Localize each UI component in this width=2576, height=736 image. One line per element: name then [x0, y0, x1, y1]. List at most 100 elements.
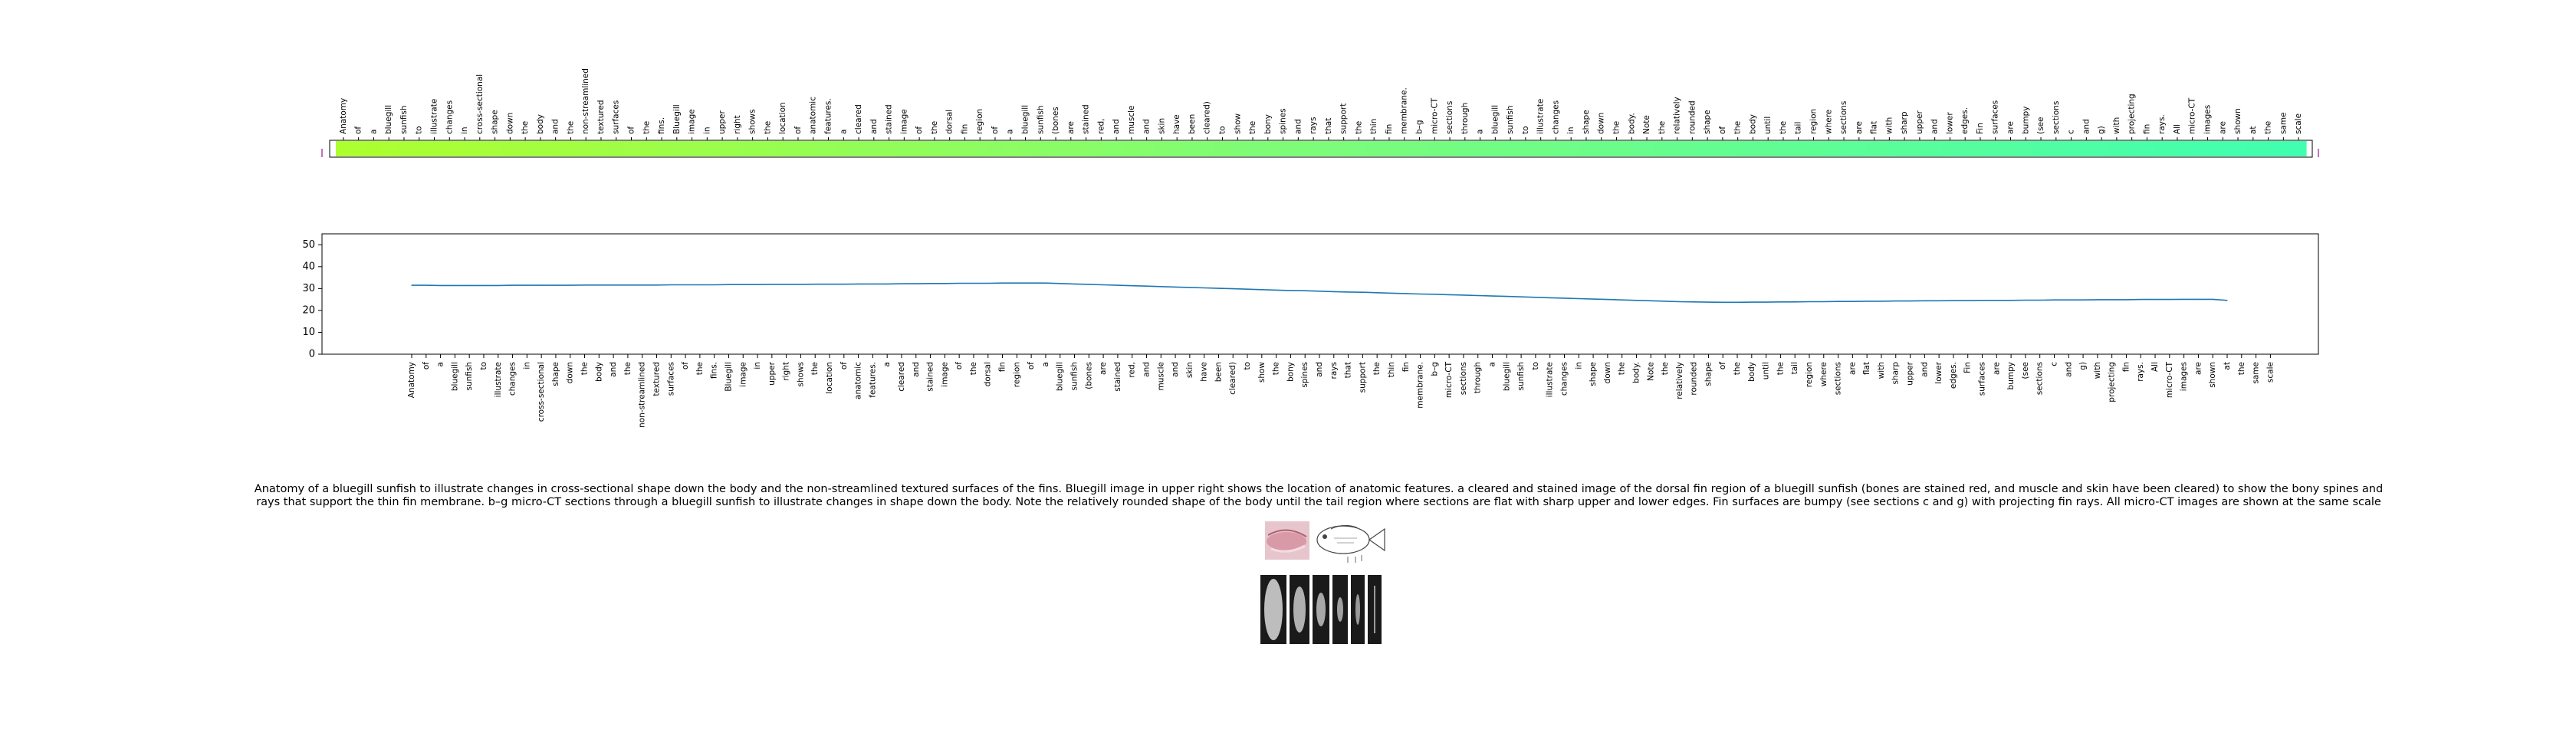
y-tick-label: 10 — [302, 327, 315, 338]
series-point — [1189, 287, 1191, 288]
series-point — [440, 284, 442, 286]
y-tick-label: 30 — [302, 283, 315, 294]
x-tick-label: body — [1747, 362, 1756, 382]
heatmap-cell — [1987, 141, 2004, 156]
heatmap-cell — [730, 141, 746, 156]
heatmap-cell — [775, 141, 791, 156]
series-point — [2039, 299, 2041, 301]
heatmap-tick-label: cleared) — [1203, 101, 1212, 134]
heatmap-tick-label: the — [1658, 121, 1667, 134]
x-tick-label: Note — [1646, 362, 1655, 381]
heatmap-cell — [2275, 141, 2292, 156]
heatmap-tick-label: membrane. — [1400, 87, 1409, 134]
x-tick-label: spines — [1300, 362, 1309, 388]
heatmap-tick-label: same — [2279, 112, 2288, 134]
heatmap-tick-label: with — [2112, 117, 2121, 134]
x-tick-label: a — [436, 362, 445, 366]
heatmap-cell — [411, 141, 428, 156]
heatmap-cell — [1806, 141, 1822, 156]
heatmap-cell — [472, 141, 488, 156]
heatmap-cell — [2170, 141, 2186, 156]
heatmap-cell — [1745, 141, 1761, 156]
x-tick-label: All — [2150, 362, 2160, 372]
heatmap-tick-label: images — [2203, 105, 2213, 134]
series-point — [2125, 299, 2127, 301]
heatmap-tick-label: non-streamlined — [581, 68, 590, 134]
heatmap-cell — [2063, 141, 2080, 156]
heatmap-tick-label: bony — [1263, 114, 1273, 134]
x-tick-label: and — [2064, 362, 2073, 377]
heatmap-cell — [366, 141, 382, 156]
series-point — [2010, 300, 2012, 301]
heatmap-cell — [1730, 141, 1746, 156]
heatmap-tick-label: illustrate — [1536, 99, 1546, 134]
heatmap-cell — [1427, 141, 1443, 156]
x-tick-label: the — [580, 362, 590, 375]
series-point — [1852, 301, 1853, 302]
x-tick-label: are — [1848, 362, 1857, 375]
x-tick-label: with — [2093, 362, 2102, 379]
heatmap-cell — [2260, 141, 2277, 156]
heatmap-cell — [1124, 141, 1140, 156]
heatmap-tick-label: c — [2067, 130, 2076, 134]
heatmap-tick-label: the — [566, 121, 575, 134]
heatmap-cell — [760, 141, 776, 156]
heatmap-tick-label: textured — [596, 100, 606, 134]
x-tick-label: textured — [652, 362, 661, 396]
heatmap-cell — [820, 141, 836, 156]
heatmap-tick-label: region — [975, 109, 984, 134]
heatmap-cell — [1927, 141, 1944, 156]
heatmap-tick-label: scale — [2294, 113, 2303, 134]
x-tick-label: skin — [1185, 362, 1194, 378]
heatmap-cell — [2200, 141, 2216, 156]
x-tick-label: the — [695, 362, 705, 375]
heatmap-cell — [699, 141, 715, 156]
x-tick-label: sections — [1834, 362, 1843, 395]
x-tick-label: and — [1920, 362, 1929, 377]
x-tick-label: where — [1819, 362, 1829, 386]
heatmap-cell — [669, 141, 685, 156]
heatmap-tick-label: surfaces — [1991, 100, 2000, 134]
heatmap-tick-label: been — [1188, 114, 1197, 134]
heatmap-cell — [1199, 141, 1216, 156]
heatmap-tick-label: in — [702, 127, 711, 134]
series-point — [1823, 301, 1825, 303]
x-tick-label: until — [1762, 362, 1771, 380]
series-point — [1290, 290, 1291, 291]
heatmap-cell — [1579, 141, 1595, 156]
heatmap-cell — [2094, 141, 2110, 156]
x-tick-label: of — [422, 362, 431, 370]
heatmap-tick-label: lower — [1945, 112, 1954, 134]
heatmap-cell — [2139, 141, 2155, 156]
x-tick-label: upper — [767, 361, 777, 385]
x-tick-label: sunfish — [1070, 362, 1079, 391]
x-tick-label: cleared) — [1228, 362, 1237, 395]
heatmap-cell — [1366, 141, 1382, 156]
heatmap-tick-label: in — [1566, 127, 1576, 134]
bluegill-sketch-icon — [1316, 524, 1385, 563]
heatmap-cell — [639, 141, 655, 156]
heatmap-tick-label: and — [551, 119, 560, 134]
heatmap-tick-label: stained — [1082, 104, 1091, 134]
x-tick-label: dorsal — [984, 362, 993, 386]
heatmap-tick-label: of — [794, 127, 803, 134]
series-point — [1391, 292, 1392, 294]
series-point — [656, 284, 658, 286]
heatmap-cell — [547, 141, 564, 156]
series-point — [1635, 300, 1638, 301]
x-tick-label: sections — [2036, 362, 2045, 395]
heatmap-tick-label: tail — [1794, 122, 1803, 134]
x-tick-label: edges. — [1949, 362, 1958, 389]
heatmap-tick-label: sunfish — [399, 105, 409, 134]
heatmap-tick-label: anatomic — [809, 97, 818, 134]
x-tick-label: have — [1200, 362, 1209, 382]
heatmap-cell — [578, 141, 594, 156]
x-tick-label: the — [810, 362, 820, 375]
heatmap-tick-label: micro-CT — [2188, 97, 2197, 134]
x-tick-label: scale — [2266, 362, 2275, 383]
heatmap-cell — [2230, 141, 2246, 156]
x-tick-label: the — [1661, 362, 1670, 375]
series-point — [1145, 285, 1148, 287]
heatmap-tick-label: b–g — [1415, 120, 1424, 134]
